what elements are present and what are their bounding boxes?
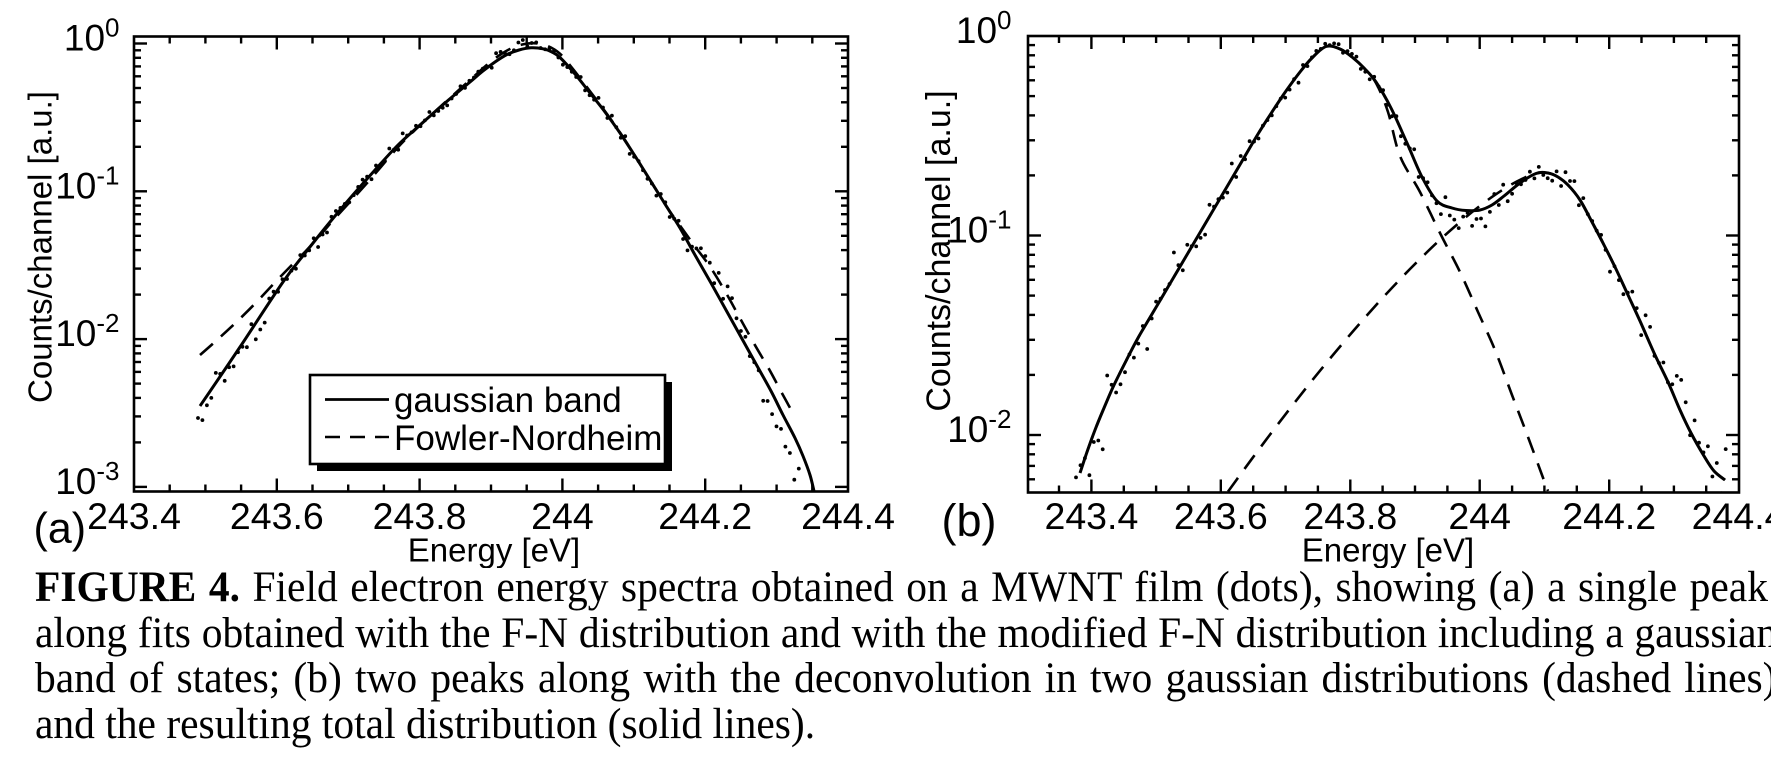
svg-text:gaussian band: gaussian band [394,381,622,420]
svg-text:Counts/channel [a.u.]: Counts/channel [a.u.] [22,91,59,403]
svg-text:244: 244 [531,495,594,537]
svg-text:10-1: 10-1 [947,205,1011,251]
svg-text:Fowler-Nordheim: Fowler-Nordheim [394,419,662,458]
svg-text:243.8: 243.8 [373,495,467,537]
svg-text:Counts/channel [a.u.]: Counts/channel [a.u.] [920,90,958,411]
svg-text:243.6: 243.6 [230,495,324,537]
svg-text:100: 100 [956,5,1012,51]
svg-text:244.4: 244.4 [801,495,895,537]
svg-text:10-2: 10-2 [947,404,1011,450]
svg-text:Energy [eV]: Energy [eV] [408,532,580,569]
svg-text:244.4: 244.4 [1692,495,1771,537]
svg-text:10-2: 10-2 [55,308,119,354]
svg-text:(a): (a) [34,504,87,552]
svg-text:(b): (b) [942,495,997,546]
svg-text:243.4: 243.4 [1044,495,1138,537]
svg-text:244: 244 [1448,495,1511,537]
svg-text:243.4: 243.4 [87,495,181,537]
svg-text:243.6: 243.6 [1174,495,1268,537]
svg-text:244.2: 244.2 [658,495,752,537]
svg-text:Energy [eV]: Energy [eV] [1302,532,1474,569]
svg-text:244.2: 244.2 [1562,495,1656,537]
svg-text:243.8: 243.8 [1303,495,1397,537]
svg-text:10-1: 10-1 [55,160,119,206]
svg-text:100: 100 [64,13,120,59]
